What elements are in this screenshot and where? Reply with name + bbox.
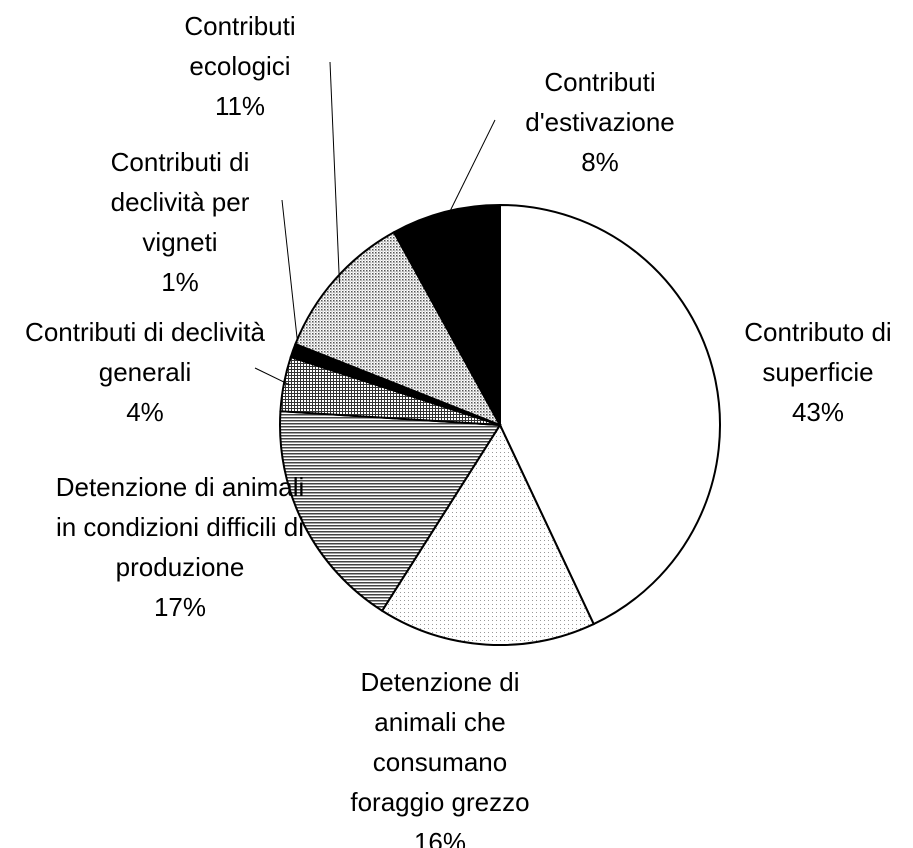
pie-slice	[294, 230, 503, 427]
leader-line	[446, 119, 496, 218]
value-label: 43%	[791, 397, 845, 427]
value-label: 4%	[126, 397, 164, 427]
slice-label: Detenzione di animali in condizioni diff…	[50, 467, 310, 627]
category-label: Detenzione di animali in condizioni diff…	[55, 472, 305, 582]
slice-label: Contributi ecologici 11%	[155, 6, 325, 126]
value-label: 1%	[161, 267, 199, 297]
value-label: 17%	[153, 592, 207, 622]
pie-slice	[380, 422, 596, 646]
category-label: Contributi di declività generali	[25, 317, 265, 387]
slice-label: Contributi di declività generali 4%	[25, 312, 265, 432]
slice-label: Contributo di superficie 43%	[723, 312, 913, 432]
category-label: Detenzione di animali che consumano fora…	[350, 667, 530, 817]
leader-line	[254, 367, 291, 386]
value-label: 16%	[413, 827, 467, 848]
category-label: Contributi ecologici	[184, 11, 296, 81]
pie-slice	[392, 203, 501, 426]
category-label: Contributi d'estivazione	[525, 67, 675, 137]
value-label: 11%	[214, 91, 266, 121]
value-label: 8%	[581, 147, 619, 177]
slice-label: Contributi di declività per vigneti 1%	[80, 142, 280, 302]
category-label: Contributi di declività per vigneti	[110, 147, 250, 257]
slice-label: Contributi d'estivazione 8%	[500, 62, 700, 182]
pie-slice	[499, 203, 721, 626]
pie-slice	[279, 410, 502, 613]
category-label: Contributo di superficie	[744, 317, 892, 387]
slice-label: Detenzione di animali che consumano fora…	[325, 662, 555, 848]
leader-line	[281, 199, 300, 353]
leader-line	[329, 61, 340, 284]
